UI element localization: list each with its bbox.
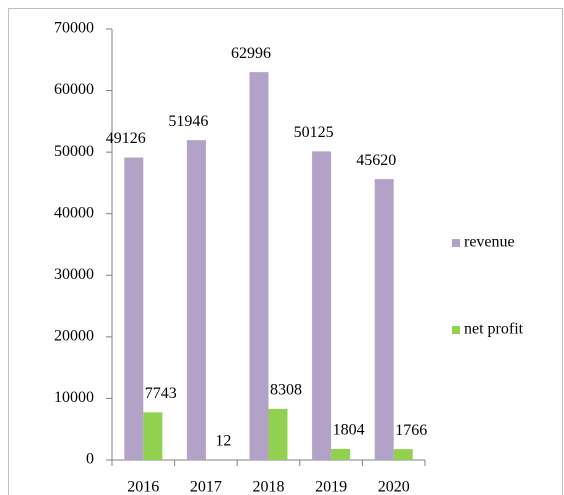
bar — [124, 157, 144, 460]
data-label: 7743 — [145, 385, 177, 402]
y-tick-label: 40000 — [54, 204, 94, 221]
bar — [143, 412, 163, 460]
y-tick-label: 50000 — [54, 143, 94, 160]
bar — [186, 140, 206, 460]
x-tick-label: 2017 — [190, 479, 222, 495]
bar — [393, 449, 413, 460]
y-tick-label: 30000 — [54, 266, 94, 283]
data-label: 12 — [215, 433, 231, 450]
y-tick-label: 70000 — [54, 20, 94, 37]
data-label: 1804 — [333, 422, 365, 439]
data-label: 8308 — [270, 382, 302, 399]
data-label: 51946 — [168, 113, 208, 130]
data-label: 50125 — [294, 124, 334, 141]
y-tick-label: 20000 — [54, 328, 94, 345]
legend-label: revenue — [464, 234, 515, 251]
legend-swatch — [452, 326, 460, 334]
data-label: 45620 — [356, 152, 396, 169]
bar — [331, 448, 351, 460]
data-label: 62996 — [231, 45, 271, 62]
bar — [312, 151, 332, 460]
y-tick-label: 60000 — [54, 81, 94, 98]
x-tick-label: 2019 — [315, 479, 347, 495]
bar — [374, 179, 394, 460]
chart-frame — [8, 8, 563, 495]
y-tick-label: 10000 — [54, 389, 94, 406]
legend-label: net profit — [464, 321, 524, 338]
bar — [268, 408, 288, 460]
bar — [249, 72, 269, 460]
x-tick-label: 2020 — [378, 479, 410, 495]
x-tick-label: 2018 — [253, 479, 285, 495]
data-label: 1766 — [395, 422, 427, 439]
legend-swatch — [452, 239, 460, 247]
data-label: 49126 — [106, 130, 146, 147]
y-tick-label: 0 — [86, 451, 94, 468]
x-tick-label: 2016 — [127, 479, 159, 495]
